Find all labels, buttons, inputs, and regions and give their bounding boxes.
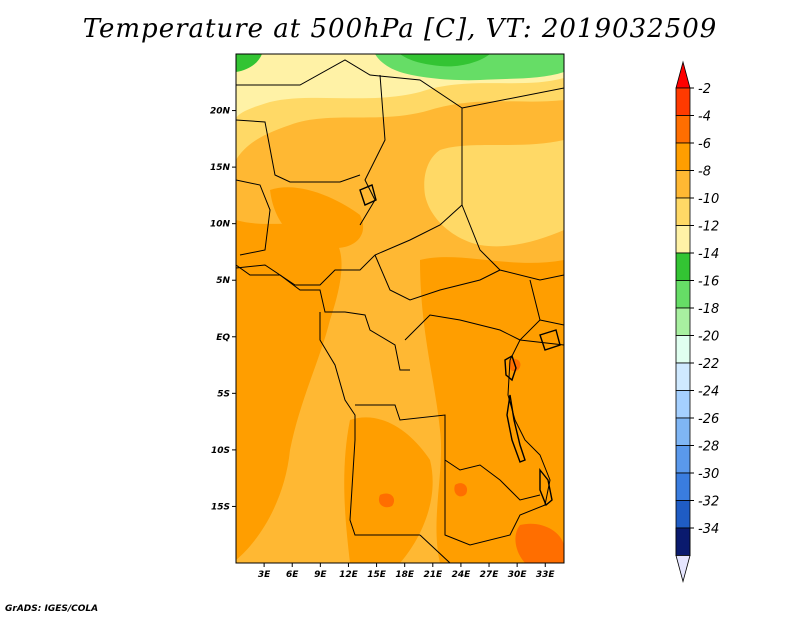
colorbar-swatch: [675, 307, 691, 336]
lon-tick-label: 9E: [314, 570, 327, 580]
colorbar-swatch: [675, 252, 691, 281]
border-niger-nigeria: [236, 119, 361, 183]
border-libya-sudan: [461, 87, 564, 109]
field-patch-4-sw: [378, 493, 395, 508]
lat-tick-label: 5N: [216, 276, 230, 286]
lat-tick-label: 15N: [210, 163, 231, 173]
lon-axis: 3E 6E 9E 12E 15E 18E 21E 24E 27E 30E 33E: [258, 563, 556, 580]
field-band-6-south: [344, 417, 433, 563]
lat-axis: 20N 15N 10N 5N EQ 5S 10S 15S: [210, 107, 236, 512]
colorbar-label: -8: [698, 165, 711, 180]
temperature-field: [236, 54, 564, 563]
colorbar-label: -28: [698, 440, 719, 455]
lat-tick-label: EQ: [216, 333, 230, 343]
colorbar-label: -6: [698, 137, 711, 152]
colorbar-swatch: [675, 500, 691, 529]
colorbar-label: -20: [698, 330, 719, 345]
field-patch-6-north: [270, 187, 364, 249]
colorbar-label: -22: [698, 357, 719, 372]
colorbar-label: -10: [698, 192, 719, 207]
border-benin-nigeria: [236, 179, 271, 256]
border-cameroon-congo: [236, 264, 410, 371]
colorbar-swatch: [675, 87, 691, 116]
map-title: Temperature at 500hPa [C], VT: 201903250…: [82, 14, 718, 44]
colorbar-swatch: [675, 390, 691, 419]
colorbar-swatch: [675, 280, 691, 309]
lon-tick-label: 15E: [367, 570, 387, 580]
colorbar-swatch-last: [675, 527, 691, 556]
field-patch-4-mid: [454, 483, 468, 497]
border-drc-car: [404, 314, 521, 341]
colorbar-label: -18: [698, 302, 719, 317]
colorbar-label: -26: [698, 412, 719, 427]
lake-kivu: [504, 354, 517, 382]
border-niger-chad: [359, 74, 386, 226]
colorbar-label: -4: [698, 110, 711, 125]
border-uganda-kenya: [539, 319, 564, 326]
lake-tanganyika: [506, 394, 526, 463]
colorbar-label: -16: [698, 275, 719, 290]
field-band-6-east: [420, 257, 564, 563]
colorbar-swatch: [675, 115, 691, 144]
field-band-14-west: [236, 54, 262, 72]
colorbar-swatch: [675, 417, 691, 446]
colorbar-swatch: [675, 472, 691, 501]
field-patch-4-se: [515, 523, 564, 563]
lat-tick-label: 10S: [211, 446, 230, 456]
lon-tick-label: 3E: [258, 570, 271, 580]
lon-tick-label: 24E: [452, 570, 472, 580]
country-borders: [236, 59, 564, 563]
lon-tick-label: 18E: [395, 570, 415, 580]
colorbar: -2 -4 -6 -8 -10 -12 -14 -16 -18 -20 -22 -24 -26 -28 -3…: [675, 60, 719, 584]
lake-victoria: [539, 329, 561, 351]
lat-tick-label: 10N: [210, 220, 231, 230]
border-angola-zambia: [444, 460, 546, 546]
colorbar-label: -12: [698, 220, 719, 235]
lon-tick-label: 33E: [536, 570, 556, 580]
colorbar-swatch: [675, 362, 691, 391]
colorbar-swatch: [675, 445, 691, 474]
colorbar-label: -2: [698, 82, 711, 97]
grads-credit: GrADS: IGES/COLA: [5, 604, 99, 614]
colorbar-swatch: [675, 170, 691, 199]
border-drc-angola-zambia: [355, 404, 541, 501]
colorbar-swatch: [675, 225, 691, 254]
lon-tick-label: 21E: [423, 570, 443, 580]
lakes-and-coast: [359, 184, 561, 507]
lon-tick-label: 12E: [339, 570, 359, 580]
map-frame: [235, 53, 565, 564]
lon-tick-label: 30E: [508, 570, 528, 580]
colorbar-label: -24: [698, 385, 719, 400]
colorbar-bottom-arrow: [675, 555, 691, 584]
field-band-14: [400, 54, 490, 67]
colorbar-swatch: [675, 335, 691, 364]
border-car-south: [374, 254, 501, 301]
colorbar-top-arrow: [675, 60, 691, 89]
field-band-6-west: [236, 220, 342, 560]
border-nigeria-chad: [236, 59, 463, 286]
field-patch-8-east: [424, 140, 564, 247]
lon-tick-label: 6E: [286, 570, 299, 580]
border-gabon-angola: [319, 312, 420, 536]
colorbar-label: -30: [698, 467, 719, 482]
lake-malawi: [539, 468, 553, 507]
colorbar-label: -14: [698, 247, 719, 262]
lat-tick-label: 15S: [211, 502, 230, 512]
lat-tick-label: 5S: [217, 389, 230, 399]
colorbar-label: -32: [698, 495, 719, 510]
border-namibia: [419, 534, 451, 563]
colorbar-swatch: [675, 142, 691, 171]
lake-chad: [359, 184, 377, 206]
colorbar-label: -34: [698, 522, 719, 537]
colorbar-swatch: [675, 197, 691, 226]
lon-tick-label: 27E: [480, 570, 500, 580]
lat-tick-label: 20N: [210, 107, 231, 117]
